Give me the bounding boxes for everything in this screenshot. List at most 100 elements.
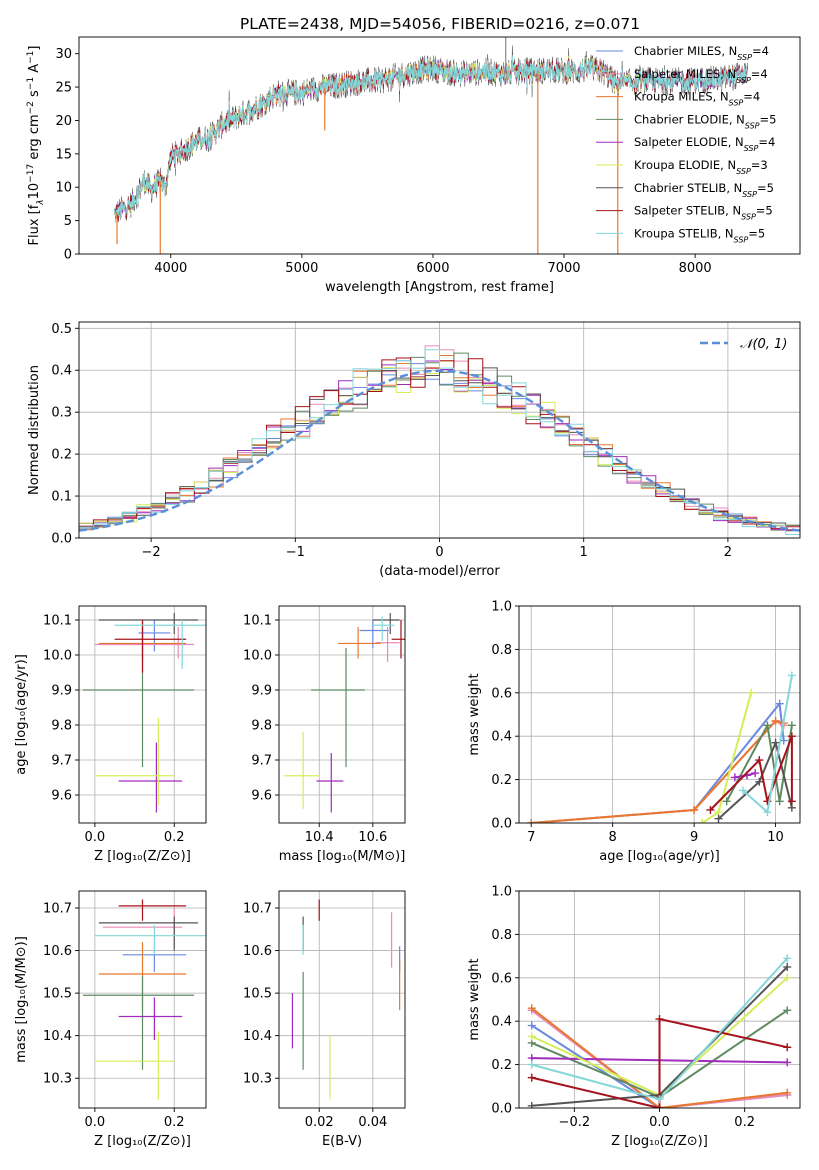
x-tick-label: 0 <box>435 545 443 560</box>
errorbar-point <box>98 916 199 951</box>
weight-line <box>531 1009 788 1108</box>
y-tick-label: 9.8 <box>51 719 72 734</box>
legend-entry-model: Kroupa STELIB, N <box>634 226 734 240</box>
weight-marker <box>787 721 796 730</box>
legend-entry-count: =4 <box>751 67 768 81</box>
y-tick-label: 0 <box>64 248 72 263</box>
y-axis-label-part: erg cm <box>27 114 42 163</box>
x-axis-label: E(B-V) <box>322 1134 362 1149</box>
errorbar-point <box>94 1031 175 1100</box>
weight-marker <box>527 1060 536 1069</box>
y-tick-label: 9.6 <box>51 789 72 804</box>
plot-area <box>114 37 748 254</box>
x-tick-label: 6000 <box>416 261 449 276</box>
weight-marker <box>783 954 792 963</box>
y-tick-label: 10 <box>55 181 72 196</box>
panel-weight-vs-Z: −0.2 0.0 0.2 0.0 0.2 0.4 0.6 0.8 1.0 Z [log₁₀(Z/Z… <box>467 885 801 1149</box>
weight-marker <box>690 805 699 814</box>
legend-entry-model: Chabrier ELODIE, N <box>634 112 745 126</box>
legend-entry-subscript: SSP <box>741 212 756 221</box>
x-tick-label: 9 <box>690 830 698 845</box>
x-tick-label: 7 <box>527 830 535 845</box>
weight-marker <box>783 1058 792 1067</box>
y-axis-label-part: −2 <box>26 101 36 114</box>
y-tick-label: 10.0 <box>43 649 72 664</box>
y-axis-label: Flux [fλ10−17 erg cm−2 s−1 A−1] <box>26 46 46 246</box>
legend-entry-model: Chabrier STELIB, N <box>634 181 742 195</box>
y-tick-label: 0.8 <box>491 643 512 658</box>
y-tick-label: 0.4 <box>51 364 72 379</box>
legend-entry-subscript: SSP <box>736 167 751 176</box>
errorbar-point <box>118 899 187 921</box>
y-tick-label: 0.6 <box>491 686 512 701</box>
axes-frame <box>518 605 801 824</box>
y-axis-label-part: 10 <box>27 183 42 200</box>
weight-series <box>527 717 788 823</box>
weight-marker <box>783 1006 792 1015</box>
weight-series <box>738 671 796 817</box>
y-tick-label: 15 <box>55 147 72 162</box>
weight-series <box>714 738 796 823</box>
legend-entry: Salpeter STELIB, NSSP=5 <box>634 204 773 222</box>
legend-entry-model: Salpeter ELODIE, N <box>634 135 744 149</box>
weight-marker <box>775 797 784 806</box>
y-axis-label: age [log₁₀(age/yr)] <box>14 654 29 775</box>
weight-series <box>722 721 796 806</box>
weight-line <box>717 739 793 820</box>
legend-entry-count: =5 <box>756 204 773 218</box>
panel-age-vs-mass: 10.4 10.6 9.6 9.7 9.8 9.9 10.0 10.1 mass [log₁₀(… <box>243 605 406 864</box>
weight-marker <box>775 699 784 708</box>
legend-entry: Salpeter MILES, NSSP=4 <box>634 67 768 85</box>
x-tick-label: −0.2 <box>559 1115 591 1130</box>
x-axis-label: mass [log₁₀(M/M⊙)] <box>279 849 406 864</box>
x-tick-label: 0.0 <box>85 1115 106 1130</box>
normal-curve <box>79 369 800 532</box>
legend-entry-model: Kroupa ELODIE, N <box>634 158 736 172</box>
weight-series <box>706 732 796 814</box>
y-tick-label: 0.1 <box>51 490 72 505</box>
errorbar-point <box>391 620 405 659</box>
legend-entry: Chabrier MILES, NSSP=4 <box>634 44 769 62</box>
weight-series <box>527 699 788 823</box>
x-tick-label: 0.04 <box>358 1115 387 1130</box>
weight-marker <box>783 962 792 971</box>
x-tick-label: 8000 <box>679 261 712 276</box>
weight-line <box>725 722 793 802</box>
errorbar-point <box>316 753 344 813</box>
y-axis-label: mass [log₁₀(M/M⊙)] <box>14 936 29 1063</box>
legend-entry-subscript: SSP <box>745 121 760 130</box>
weight-marker <box>787 671 796 680</box>
legend-entry-count: =4 <box>758 135 775 149</box>
y-tick-label: 10.7 <box>243 902 272 917</box>
axes-frame <box>78 890 207 1109</box>
plot-area <box>527 671 796 823</box>
weight-marker <box>722 797 731 806</box>
plot-area <box>284 613 405 813</box>
y-tick-label: 0.0 <box>491 817 512 832</box>
weight-marker <box>751 769 760 778</box>
x-tick-label: 0.2 <box>164 1115 185 1130</box>
weight-marker <box>763 808 772 817</box>
y-tick-label: 10.4 <box>43 1029 72 1044</box>
y-tick-label: 9.6 <box>251 789 272 804</box>
legend-entry-count: =4 <box>752 44 769 58</box>
y-tick-label: 9.8 <box>251 719 272 734</box>
x-tick-label: 4000 <box>154 261 187 276</box>
weight-marker <box>787 797 796 806</box>
legend-entry: Chabrier ELODIE, NSSP=5 <box>634 112 776 129</box>
x-axis-label: Z [log₁₀(Z/Z⊙)] <box>611 1134 708 1149</box>
x-axis-label: wavelength [Angstrom, rest frame] <box>325 280 554 295</box>
weight-series <box>730 769 760 782</box>
weight-series <box>527 954 792 1104</box>
legend-entry: Kroupa MILES, NSSP=4 <box>634 90 760 108</box>
weight-marker <box>771 738 780 747</box>
y-tick-label: 9.7 <box>251 754 272 769</box>
y-tick-label: 0.2 <box>51 448 72 463</box>
axes-frame <box>278 605 406 824</box>
errorbar-point <box>337 627 381 659</box>
x-tick-label: 2 <box>724 545 732 560</box>
weight-marker <box>527 1032 536 1041</box>
x-tick-label: 0.2 <box>164 830 185 845</box>
x-tick-label: 8 <box>609 830 617 845</box>
weight-marker <box>655 1104 664 1108</box>
